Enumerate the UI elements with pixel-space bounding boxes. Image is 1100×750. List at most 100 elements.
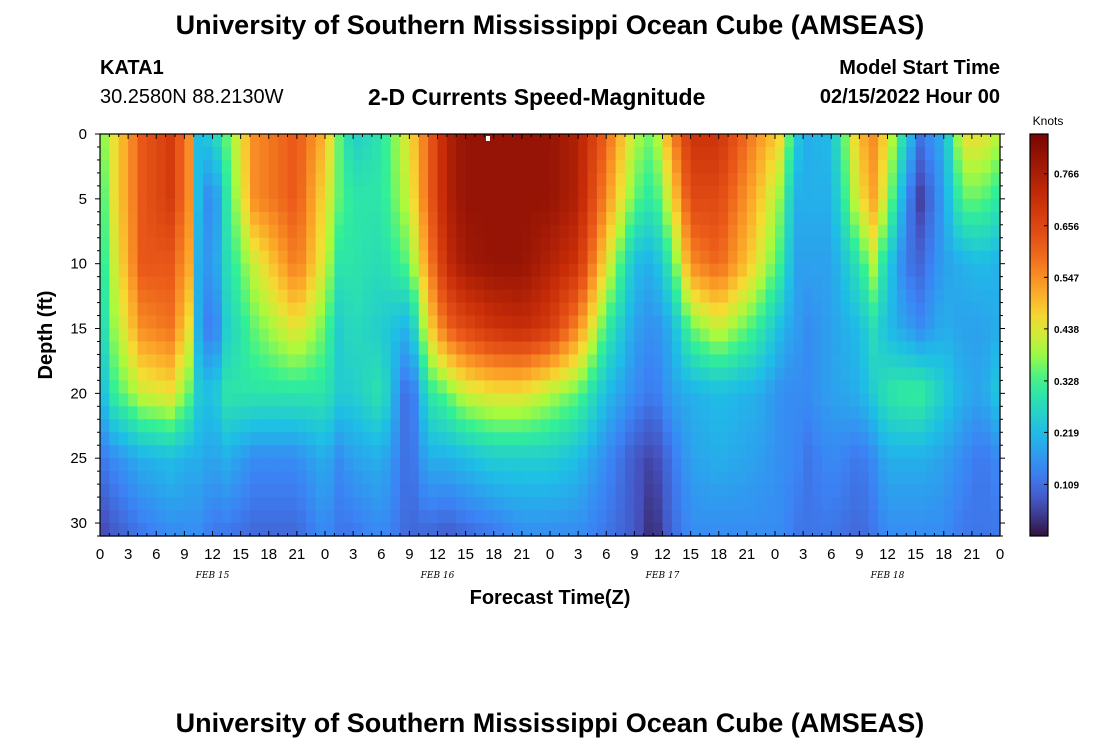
- heatmap-cell: [250, 276, 260, 291]
- heatmap-cell: [512, 159, 523, 174]
- heatmap-cell: [925, 224, 935, 239]
- heatmap-cell: [559, 393, 570, 407]
- heatmap-cell: [465, 523, 476, 537]
- heatmap-cell: [878, 510, 889, 524]
- heatmap-cell: [896, 289, 907, 304]
- heatmap-cell: [831, 497, 842, 511]
- heatmap-cell: [681, 393, 692, 407]
- heatmap-cell: [653, 237, 664, 252]
- heatmap-cell: [990, 172, 1001, 187]
- heatmap-cell: [259, 354, 270, 369]
- heatmap-cell: [756, 497, 767, 511]
- heatmap-cell: [381, 198, 392, 213]
- heatmap-cell: [803, 406, 814, 420]
- heatmap-cell: [437, 484, 448, 498]
- heatmap-cell: [671, 523, 682, 537]
- heatmap-cell: [175, 276, 185, 291]
- heatmap-cell: [503, 185, 514, 200]
- heatmap-cell: [315, 497, 326, 511]
- heatmap-cell: [278, 198, 289, 213]
- heatmap-cell: [943, 302, 954, 317]
- heatmap-cell: [465, 159, 476, 174]
- heatmap-cell: [625, 224, 635, 239]
- heatmap-cell: [962, 354, 973, 369]
- heatmap-cell: [850, 172, 860, 187]
- heatmap-cell: [231, 263, 242, 278]
- heatmap-cell: [362, 237, 373, 252]
- heatmap-cell: [493, 445, 504, 459]
- heatmap-cell: [118, 406, 129, 420]
- heatmap-cell: [418, 471, 429, 485]
- heatmap-cell: [578, 134, 589, 148]
- heatmap-cell: [165, 289, 176, 304]
- heatmap-cell: [456, 237, 467, 252]
- heatmap-cell: [746, 497, 757, 511]
- heatmap-cell: [278, 185, 289, 200]
- heatmap-cell: [962, 263, 973, 278]
- heatmap-cell: [859, 328, 870, 343]
- heatmap-cell: [709, 510, 720, 524]
- x-tick-label: 18: [710, 546, 727, 563]
- heatmap-cell: [325, 354, 335, 369]
- heatmap-cell: [653, 211, 664, 226]
- heatmap-cell: [212, 289, 223, 304]
- heatmap-cell: [203, 289, 214, 304]
- heatmap-cell: [390, 510, 401, 524]
- heatmap-cell: [156, 523, 167, 537]
- heatmap-cell: [118, 497, 129, 511]
- heatmap-cell: [765, 159, 776, 174]
- heatmap-cell: [934, 185, 945, 200]
- heatmap-cell: [109, 510, 120, 524]
- heatmap-cell: [878, 276, 889, 291]
- heatmap-cell: [793, 380, 804, 394]
- heatmap-cell: [278, 380, 289, 394]
- heatmap-cell: [296, 185, 307, 200]
- heatmap-cell: [390, 224, 401, 239]
- heatmap-cell: [578, 419, 589, 433]
- heatmap-cell: [596, 146, 607, 161]
- heatmap-cell: [643, 523, 654, 537]
- heatmap-cell: [728, 276, 739, 291]
- heatmap-cell: [915, 185, 926, 200]
- heatmap-cell: [193, 419, 204, 433]
- heatmap-cell: [334, 250, 345, 265]
- heatmap-cell: [896, 276, 907, 291]
- heatmap-cell: [268, 510, 279, 524]
- heatmap-cell: [325, 380, 335, 394]
- x-tick-label: 3: [349, 546, 357, 563]
- heatmap-cell: [643, 211, 654, 226]
- heatmap-cell: [371, 380, 382, 394]
- heatmap-cell: [746, 341, 757, 356]
- heatmap-cell: [165, 198, 176, 213]
- heatmap-cell: [428, 510, 439, 524]
- heatmap-cell: [175, 185, 185, 200]
- heatmap-cell: [146, 432, 157, 446]
- heatmap-cell: [578, 159, 589, 174]
- heatmap-cell: [981, 237, 992, 252]
- heatmap-cell: [446, 380, 457, 394]
- heatmap-cell: [634, 146, 645, 161]
- heatmap-cell: [184, 237, 195, 252]
- heatmap-cell: [568, 276, 579, 291]
- heatmap-cell: [231, 497, 242, 511]
- heatmap-cell: [334, 185, 345, 200]
- heatmap-cell: [418, 263, 429, 278]
- heatmap-cell: [737, 367, 748, 381]
- heatmap-cell: [718, 250, 729, 265]
- heatmap-cell: [259, 302, 270, 317]
- heatmap-cell: [343, 302, 354, 317]
- heatmap-cell: [475, 432, 485, 446]
- heatmap-cell: [550, 367, 560, 381]
- heatmap-cell: [137, 497, 148, 511]
- heatmap-cell: [175, 510, 185, 524]
- heatmap-cell: [859, 315, 870, 330]
- heatmap-cell: [531, 406, 542, 420]
- heatmap-cell: [775, 419, 785, 433]
- heatmap-cell: [756, 406, 767, 420]
- heatmap-cell: [812, 237, 823, 252]
- heatmap-cell: [662, 146, 673, 161]
- heatmap-cell: [812, 172, 823, 187]
- heatmap-cell: [512, 458, 523, 472]
- heatmap-cell: [812, 211, 823, 226]
- heatmap-cell: [231, 432, 242, 446]
